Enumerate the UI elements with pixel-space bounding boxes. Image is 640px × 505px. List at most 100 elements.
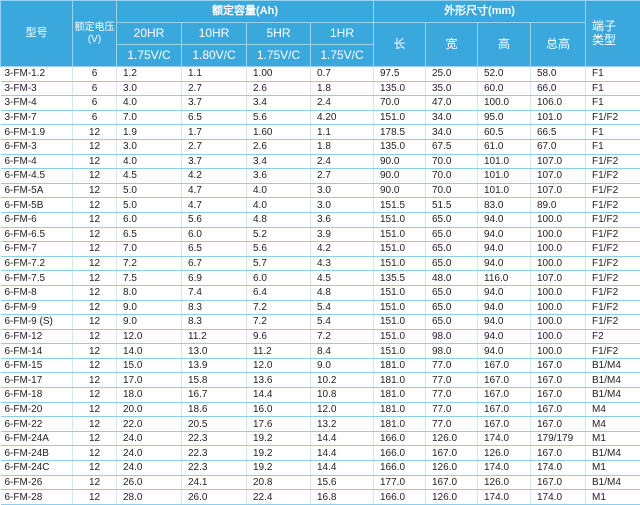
header-rate-5hr: 5HR [247, 23, 311, 45]
cell-model: 6-FM-9 (S) [1, 315, 73, 330]
cell-terminal: F1/F2 [586, 300, 640, 315]
cell-voltage: 12 [73, 242, 117, 257]
cell-cap-20hr: 7.2 [117, 256, 182, 271]
cell-model: 6-FM-26 [1, 475, 73, 490]
cell-cap-10hr: 20.5 [182, 417, 247, 432]
cell-cap-20hr: 7.5 [117, 271, 182, 286]
cell-model: 3-FM-3 [1, 81, 73, 96]
cell-height: 116.0 [478, 271, 531, 286]
cell-model: 6-FM-1.9 [1, 125, 73, 140]
cell-length: 151.0 [374, 329, 426, 344]
cell-voltage: 12 [73, 227, 117, 242]
table-header: 型号 额定电压(V) 额定容量(Ah) 外形尺寸(mm) 端子类型 20HR 1… [1, 1, 640, 67]
cell-terminal: F1 [586, 139, 640, 154]
cell-model: 6-FM-4.5 [1, 169, 73, 184]
cell-terminal: B1/M4 [586, 358, 640, 373]
cell-voltage: 12 [73, 388, 117, 403]
cell-cap-1hr: 10.2 [311, 373, 374, 388]
header-cutoff-1hr: 1.75V/C [311, 45, 374, 67]
cell-length: 151.0 [374, 315, 426, 330]
cell-cap-5hr: 14.4 [247, 388, 311, 403]
header-rate-10hr: 10HR [182, 23, 247, 45]
cell-cap-10hr: 22.3 [182, 431, 247, 446]
cell-width: 51.5 [426, 198, 478, 213]
cell-terminal: M1 [586, 431, 640, 446]
header-terminal-label: 端子类型 [592, 19, 616, 47]
cell-width: 126.0 [426, 461, 478, 476]
cell-cap-10hr: 1.7 [182, 125, 247, 140]
cell-cap-5hr: 19.2 [247, 461, 311, 476]
cell-cap-1hr: 7.2 [311, 329, 374, 344]
cell-terminal: F2 [586, 329, 640, 344]
header-capacity: 额定容量(Ah) [117, 1, 374, 23]
cell-cap-20hr: 24.0 [117, 446, 182, 461]
cell-voltage: 12 [73, 358, 117, 373]
cell-length: 90.0 [374, 183, 426, 198]
cell-cap-10hr: 5.6 [182, 212, 247, 227]
cell-cap-20hr: 14.0 [117, 344, 182, 359]
cell-cap-10hr: 16.7 [182, 388, 247, 403]
cell-length: 181.0 [374, 358, 426, 373]
cell-width: 34.0 [426, 110, 478, 125]
cell-cap-1hr: 4.8 [311, 285, 374, 300]
cell-total-height: 100.0 [531, 285, 586, 300]
header-length: 长 [374, 23, 426, 67]
cell-height: 167.0 [478, 388, 531, 403]
cell-cap-20hr: 24.0 [117, 461, 182, 476]
cell-cap-1hr: 2.4 [311, 96, 374, 111]
cell-height: 94.0 [478, 285, 531, 300]
cell-width: 65.0 [426, 242, 478, 257]
cell-model: 6-FM-7 [1, 242, 73, 257]
cell-total-height: 107.0 [531, 183, 586, 198]
cell-length: 181.0 [374, 388, 426, 403]
cell-voltage: 6 [73, 110, 117, 125]
cell-terminal: F1/F2 [586, 154, 640, 169]
cell-height: 174.0 [478, 490, 531, 505]
cell-cap-20hr: 20.0 [117, 402, 182, 417]
cell-cap-5hr: 6.0 [247, 271, 311, 286]
cell-cap-5hr: 13.6 [247, 373, 311, 388]
header-rate-1hr: 1HR [311, 23, 374, 45]
cell-total-height: 167.0 [531, 446, 586, 461]
cell-voltage: 12 [73, 154, 117, 169]
cell-total-height: 100.0 [531, 344, 586, 359]
cell-height: 60.5 [478, 125, 531, 140]
cell-width: 77.0 [426, 402, 478, 417]
cell-terminal: F1/F2 [586, 256, 640, 271]
cell-cap-20hr: 6.0 [117, 212, 182, 227]
cell-cap-1hr: 3.0 [311, 198, 374, 213]
cell-length: 181.0 [374, 417, 426, 432]
cell-height: 94.0 [478, 315, 531, 330]
cell-length: 151.0 [374, 300, 426, 315]
cell-voltage: 12 [73, 329, 117, 344]
cell-voltage: 12 [73, 315, 117, 330]
cell-width: 77.0 [426, 358, 478, 373]
cell-total-height: 66.0 [531, 81, 586, 96]
cell-width: 34.0 [426, 125, 478, 140]
cell-cap-5hr: 3.6 [247, 169, 311, 184]
cell-length: 181.0 [374, 373, 426, 388]
cell-length: 151.0 [374, 110, 426, 125]
cell-cap-5hr: 22.4 [247, 490, 311, 505]
cell-length: 135.0 [374, 139, 426, 154]
cell-length: 166.0 [374, 461, 426, 476]
cell-length: 181.0 [374, 402, 426, 417]
cell-voltage: 12 [73, 402, 117, 417]
cell-length: 90.0 [374, 169, 426, 184]
cell-total-height: 58.0 [531, 67, 586, 82]
cell-total-height: 107.0 [531, 271, 586, 286]
header-terminal: 端子类型 [586, 1, 640, 67]
header-total-height: 总高 [531, 23, 586, 67]
cell-cap-10hr: 6.9 [182, 271, 247, 286]
cell-cap-10hr: 2.7 [182, 81, 247, 96]
header-rate-20hr: 20HR [117, 23, 182, 45]
cell-length: 70.0 [374, 96, 426, 111]
